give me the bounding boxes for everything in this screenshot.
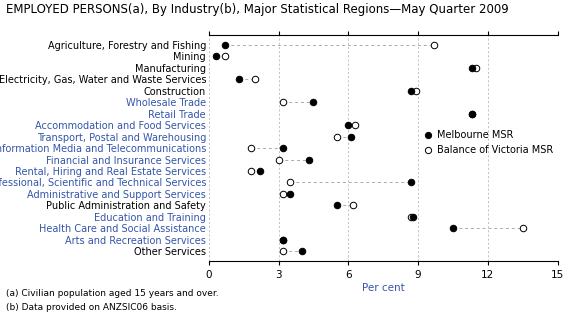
Point	[467, 65, 476, 70]
Point	[346, 134, 355, 139]
Point	[409, 214, 418, 219]
Text: (a) Civilian population aged 15 years and over.: (a) Civilian population aged 15 years an…	[6, 289, 219, 298]
Point	[344, 123, 353, 128]
Point	[430, 43, 439, 48]
Point	[285, 191, 295, 196]
Point	[279, 237, 288, 242]
Legend: Melbourne MSR, Balance of Victoria MSR: Melbourne MSR, Balance of Victoria MSR	[424, 130, 553, 155]
Point	[251, 77, 260, 82]
X-axis label: Per cent: Per cent	[362, 283, 404, 293]
Point	[351, 123, 360, 128]
Point	[407, 88, 416, 93]
Point	[518, 226, 527, 231]
Point	[235, 77, 244, 82]
Text: (b) Data provided on ANZSIC06 basis.: (b) Data provided on ANZSIC06 basis.	[6, 303, 177, 312]
Point	[279, 146, 288, 151]
Point	[332, 134, 341, 139]
Point	[279, 237, 288, 242]
Point	[297, 249, 307, 254]
Point	[274, 157, 283, 162]
Point	[220, 54, 229, 59]
Point	[448, 226, 458, 231]
Point	[407, 180, 416, 185]
Point	[467, 111, 476, 116]
Point	[279, 191, 288, 196]
Point	[279, 249, 288, 254]
Point	[220, 43, 229, 48]
Point	[467, 111, 476, 116]
Point	[472, 65, 481, 70]
Point	[211, 54, 220, 59]
Point	[246, 169, 255, 174]
Point	[285, 180, 295, 185]
Point	[246, 146, 255, 151]
Text: EMPLOYED PERSONS(a), By Industry(b), Major Statistical Regions—May Quarter 2009: EMPLOYED PERSONS(a), By Industry(b), Maj…	[6, 3, 509, 16]
Point	[348, 203, 358, 208]
Point	[304, 157, 313, 162]
Point	[411, 88, 420, 93]
Point	[255, 169, 264, 174]
Point	[407, 214, 416, 219]
Point	[309, 100, 318, 105]
Point	[332, 203, 341, 208]
Point	[279, 100, 288, 105]
